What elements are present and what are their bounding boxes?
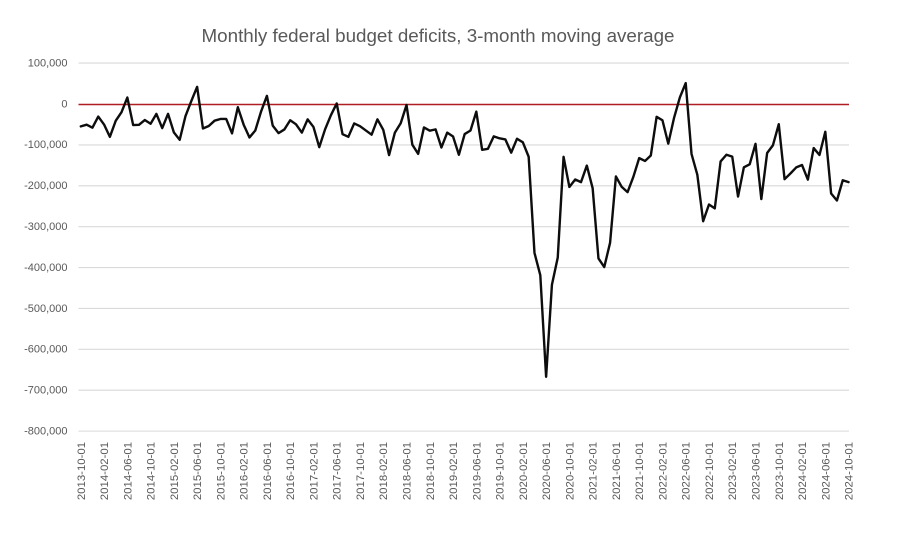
svg-text:2018-06-01: 2018-06-01 <box>402 442 414 500</box>
svg-text:2017-02-01: 2017-02-01 <box>308 442 320 500</box>
svg-text:2017-10-01: 2017-10-01 <box>355 442 367 500</box>
svg-text:-500,000: -500,000 <box>24 303 67 315</box>
svg-text:2018-02-01: 2018-02-01 <box>378 442 390 500</box>
svg-text:2015-10-01: 2015-10-01 <box>215 442 227 500</box>
svg-text:2019-06-01: 2019-06-01 <box>471 442 483 500</box>
svg-text:-700,000: -700,000 <box>24 385 67 397</box>
svg-text:Monthly federal budget deficit: Monthly federal budget deficits, 3-month… <box>202 25 675 46</box>
svg-text:2016-02-01: 2016-02-01 <box>239 442 251 500</box>
svg-text:-400,000: -400,000 <box>24 262 67 274</box>
svg-text:2021-10-01: 2021-10-01 <box>634 442 646 500</box>
svg-text:2013-10-01: 2013-10-01 <box>76 442 88 500</box>
svg-text:2015-02-01: 2015-02-01 <box>169 442 181 500</box>
svg-text:2023-10-01: 2023-10-01 <box>774 442 786 500</box>
svg-text:2014-10-01: 2014-10-01 <box>146 442 158 500</box>
svg-text:-300,000: -300,000 <box>24 221 67 233</box>
svg-text:2022-06-01: 2022-06-01 <box>681 442 693 500</box>
svg-text:2020-10-01: 2020-10-01 <box>564 442 576 500</box>
svg-text:2014-06-01: 2014-06-01 <box>122 442 134 500</box>
svg-text:-100,000: -100,000 <box>24 139 67 151</box>
svg-text:2014-02-01: 2014-02-01 <box>99 442 111 500</box>
svg-text:2018-10-01: 2018-10-01 <box>425 442 437 500</box>
svg-text:2021-06-01: 2021-06-01 <box>611 442 623 500</box>
svg-text:2017-06-01: 2017-06-01 <box>332 442 344 500</box>
svg-text:2016-10-01: 2016-10-01 <box>285 442 297 500</box>
svg-text:0: 0 <box>61 98 67 110</box>
svg-text:-600,000: -600,000 <box>24 344 67 356</box>
svg-text:2019-02-01: 2019-02-01 <box>448 442 460 500</box>
svg-text:2023-02-01: 2023-02-01 <box>727 442 739 500</box>
svg-text:2022-10-01: 2022-10-01 <box>704 442 716 500</box>
svg-text:2024-06-01: 2024-06-01 <box>820 442 832 500</box>
svg-text:100,000: 100,000 <box>28 57 68 69</box>
svg-text:2024-10-01: 2024-10-01 <box>844 442 856 500</box>
svg-text:2024-02-01: 2024-02-01 <box>797 442 809 500</box>
svg-text:2020-06-01: 2020-06-01 <box>541 442 553 500</box>
svg-text:2016-06-01: 2016-06-01 <box>262 442 274 500</box>
svg-text:2020-02-01: 2020-02-01 <box>518 442 530 500</box>
svg-text:-800,000: -800,000 <box>24 425 67 437</box>
svg-text:2022-02-01: 2022-02-01 <box>657 442 669 500</box>
svg-text:-200,000: -200,000 <box>24 180 67 192</box>
svg-text:2015-06-01: 2015-06-01 <box>192 442 204 500</box>
svg-text:2021-02-01: 2021-02-01 <box>588 442 600 500</box>
svg-text:2019-10-01: 2019-10-01 <box>495 442 507 500</box>
svg-text:2023-06-01: 2023-06-01 <box>751 442 763 500</box>
